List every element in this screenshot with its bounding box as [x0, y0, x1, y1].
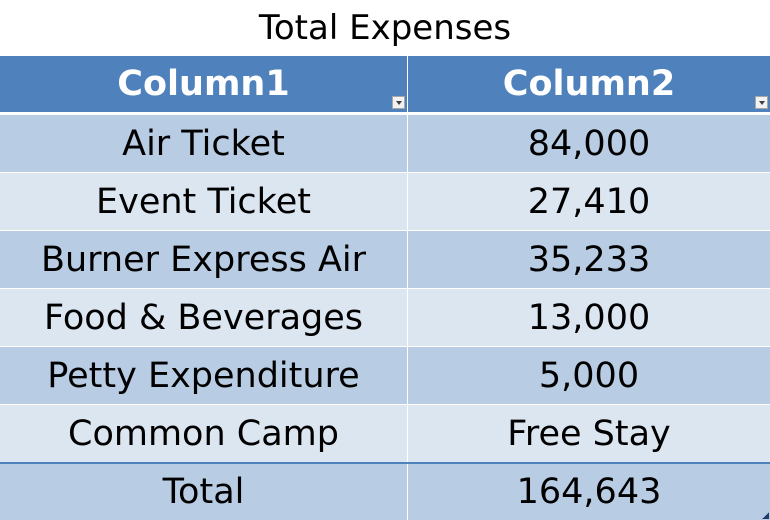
table-row: Food & Beverages 13,000	[0, 288, 770, 346]
row-label-cell[interactable]: Event Ticket	[0, 173, 408, 230]
table-resize-handle[interactable]	[760, 510, 770, 520]
row-value-cell[interactable]: Free Stay	[408, 405, 770, 462]
header-cell-column2: Column2	[408, 56, 770, 112]
chevron-down-icon	[395, 100, 402, 105]
total-value: 164,643	[516, 472, 662, 512]
table-title: Total Expenses	[258, 8, 512, 48]
table-row: Burner Express Air 35,233	[0, 230, 770, 288]
row-label-cell[interactable]: Air Ticket	[0, 115, 408, 172]
table-row: Common Camp Free Stay	[0, 404, 770, 462]
row-value-cell[interactable]: 27,410	[408, 173, 770, 230]
header-row: Column1 Column2	[0, 56, 770, 114]
row-value-cell[interactable]: 5,000	[408, 347, 770, 404]
total-row: Total 164,643	[0, 462, 770, 520]
table-row: Petty Expenditure 5,000	[0, 346, 770, 404]
header-cell-column1: Column1	[0, 56, 408, 112]
row-label-cell[interactable]: Petty Expenditure	[0, 347, 408, 404]
filter-dropdown-column2[interactable]	[755, 96, 768, 109]
table-row: Event Ticket 27,410	[0, 172, 770, 230]
row-value-cell[interactable]: 84,000	[408, 115, 770, 172]
row-label-cell[interactable]: Food & Beverages	[0, 289, 408, 346]
filter-dropdown-column1[interactable]	[392, 96, 405, 109]
row-label-cell[interactable]: Burner Express Air	[0, 231, 408, 288]
row-label-cell[interactable]: Common Camp	[0, 405, 408, 462]
table-row: Air Ticket 84,000	[0, 114, 770, 172]
header-label-column1: Column1	[117, 64, 290, 104]
expenses-table: Column1 Column2 Air Ticket 84,000 Event …	[0, 56, 770, 520]
row-value-cell[interactable]: 35,233	[408, 231, 770, 288]
chevron-down-icon	[758, 100, 765, 105]
header-label-column2: Column2	[502, 64, 676, 104]
row-value-cell[interactable]: 13,000	[408, 289, 770, 346]
total-value-cell[interactable]: 164,643	[408, 464, 770, 520]
total-label-cell[interactable]: Total	[0, 464, 408, 520]
